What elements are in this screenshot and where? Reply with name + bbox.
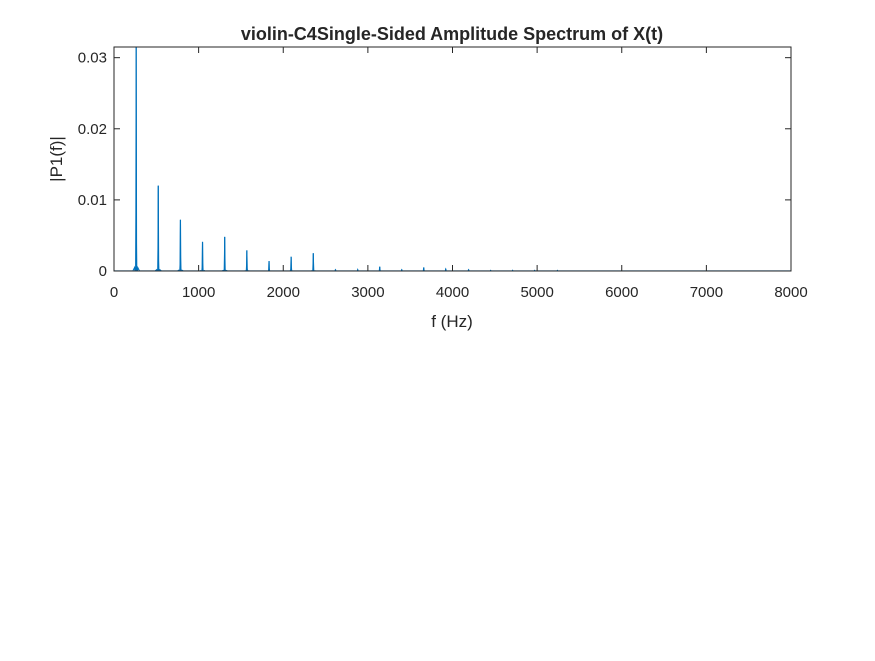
y-tick-label: 0.03	[78, 50, 107, 67]
x-tick-label: 1000	[182, 284, 215, 301]
x-tick-label: 6000	[605, 284, 638, 301]
x-tick-label: 3000	[351, 284, 384, 301]
x-tick-label: 0	[110, 284, 118, 301]
x-tick-label: 2000	[267, 284, 300, 301]
chart-title: violin-C4Single-Sided Amplitude Spectrum…	[241, 24, 663, 44]
y-tick-label: 0	[99, 263, 107, 280]
axes-background	[114, 47, 791, 271]
x-tick-label: 7000	[690, 284, 723, 301]
x-axis-label: f (Hz)	[431, 312, 473, 331]
x-tick-label: 4000	[436, 284, 469, 301]
y-tick-label: 0.01	[78, 192, 107, 209]
x-tick-label: 5000	[520, 284, 553, 301]
x-tick-label: 8000	[774, 284, 807, 301]
y-tick-label: 0.02	[78, 121, 107, 138]
y-axis-label: |P1(f)|	[47, 136, 66, 182]
tick-layer: 0 1000 2000 3000 4000 5000 6000 7000 8000 0 0.01 0.…	[78, 47, 808, 301]
